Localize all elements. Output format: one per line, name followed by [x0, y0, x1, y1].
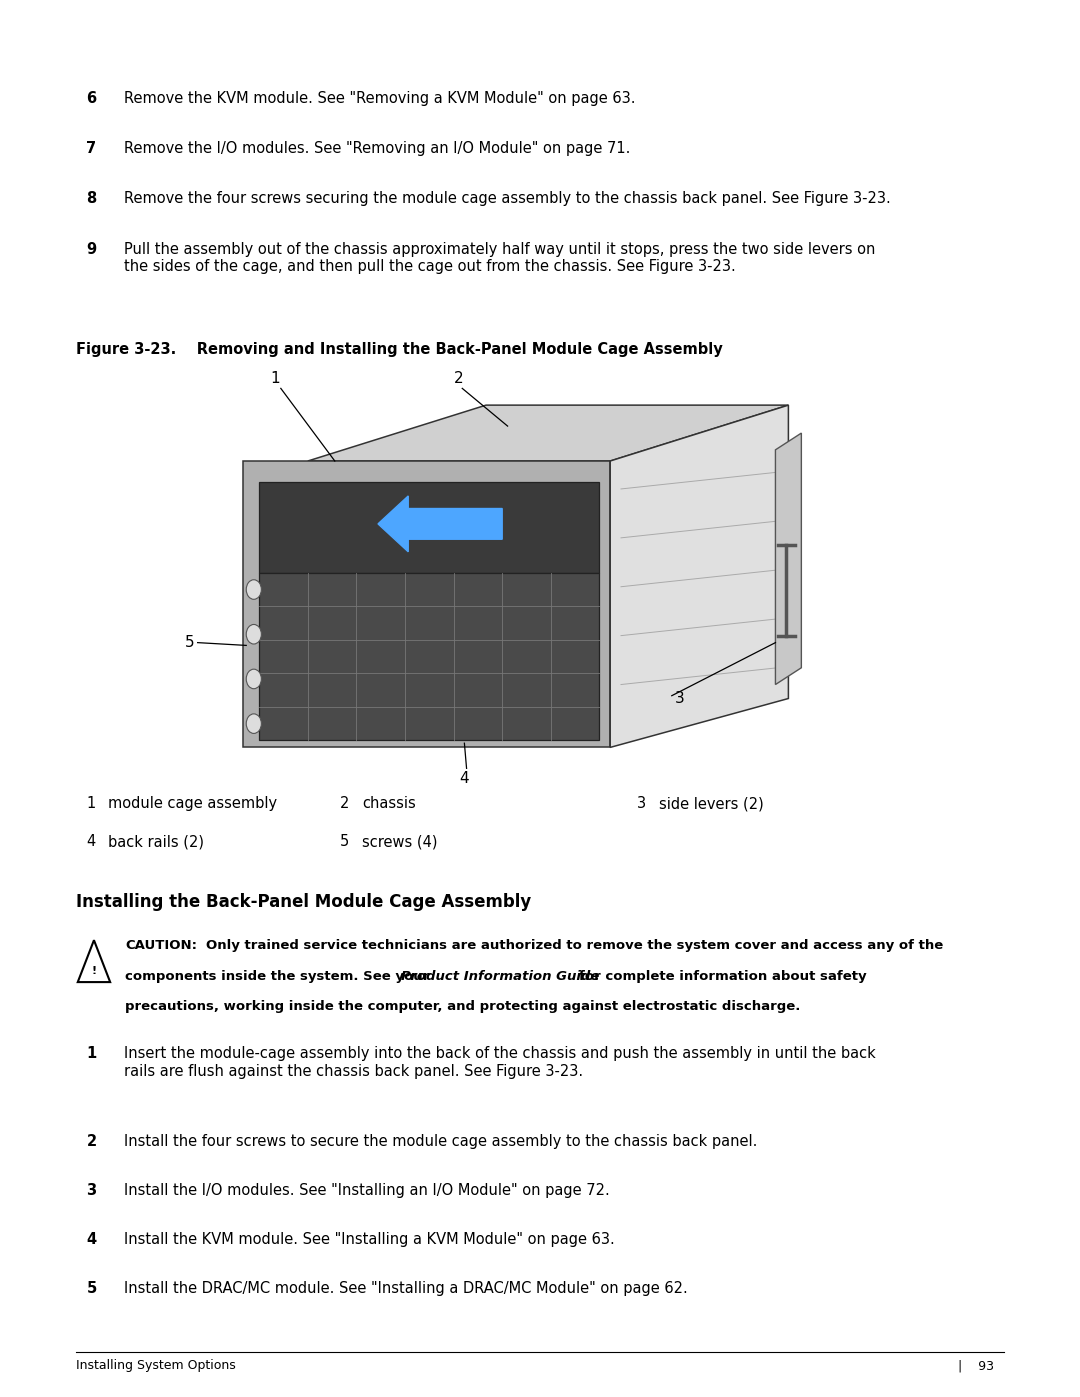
Text: 3: 3 [675, 692, 685, 705]
Text: 5: 5 [340, 834, 350, 849]
Text: 2: 2 [455, 370, 463, 386]
Text: !: ! [92, 965, 96, 977]
Text: 2: 2 [86, 1134, 96, 1150]
Text: Remove the I/O modules. See "Removing an I/O Module" on page 71.: Remove the I/O modules. See "Removing an… [124, 141, 631, 156]
Text: |    93: | 93 [958, 1359, 994, 1372]
Text: components inside the system. See your: components inside the system. See your [125, 970, 434, 982]
Text: Installing System Options: Installing System Options [76, 1359, 235, 1372]
Text: back rails (2): back rails (2) [108, 834, 204, 849]
Polygon shape [308, 405, 788, 461]
Text: side levers (2): side levers (2) [659, 796, 764, 812]
Text: Install the DRAC/MC module. See "Installing a DRAC/MC Module" on page 62.: Install the DRAC/MC module. See "Install… [124, 1281, 688, 1296]
Polygon shape [259, 482, 599, 573]
Text: 7: 7 [86, 141, 96, 156]
Text: 1: 1 [86, 796, 96, 812]
Polygon shape [610, 405, 788, 747]
Text: 1: 1 [86, 1046, 96, 1062]
Text: Only trained service technicians are authorized to remove the system cover and a: Only trained service technicians are aut… [206, 939, 944, 951]
Text: CAUTION:: CAUTION: [125, 939, 198, 951]
Text: Pull the assembly out of the chassis approximately half way until it stops, pres: Pull the assembly out of the chassis app… [124, 242, 876, 274]
Text: 4: 4 [86, 834, 96, 849]
Circle shape [246, 714, 261, 733]
Text: Insert the module-cage assembly into the back of the chassis and push the assemb: Insert the module-cage assembly into the… [124, 1046, 876, 1078]
Polygon shape [243, 461, 610, 747]
Circle shape [246, 580, 261, 599]
Text: Install the I/O modules. See "Installing an I/O Module" on page 72.: Install the I/O modules. See "Installing… [124, 1183, 610, 1199]
Text: 3: 3 [637, 796, 646, 812]
FancyArrow shape [378, 496, 502, 552]
Text: Remove the KVM module. See "Removing a KVM Module" on page 63.: Remove the KVM module. See "Removing a K… [124, 91, 636, 106]
Polygon shape [775, 433, 801, 685]
Text: Remove the four screws securing the module cage assembly to the chassis back pan: Remove the four screws securing the modu… [124, 191, 891, 207]
Text: 8: 8 [86, 191, 96, 207]
Text: Install the KVM module. See "Installing a KVM Module" on page 63.: Install the KVM module. See "Installing … [124, 1232, 615, 1248]
Text: precautions, working inside the computer, and protecting against electrostatic d: precautions, working inside the computer… [125, 1000, 800, 1013]
Circle shape [246, 624, 261, 644]
Polygon shape [259, 573, 599, 740]
Text: Figure 3-23.    Removing and Installing the Back-Panel Module Cage Assembly: Figure 3-23. Removing and Installing the… [76, 342, 723, 358]
Text: Installing the Back-Panel Module Cage Assembly: Installing the Back-Panel Module Cage As… [76, 893, 531, 911]
Text: chassis: chassis [362, 796, 416, 812]
Text: Product Information Guide: Product Information Guide [401, 970, 599, 982]
Text: 1: 1 [271, 370, 280, 386]
Text: 4: 4 [86, 1232, 96, 1248]
Circle shape [246, 669, 261, 689]
Text: for complete information about safety: for complete information about safety [579, 970, 866, 982]
Text: screws (4): screws (4) [362, 834, 437, 849]
Text: Install the four screws to secure the module cage assembly to the chassis back p: Install the four screws to secure the mo… [124, 1134, 757, 1150]
Text: 2: 2 [340, 796, 350, 812]
Text: 4: 4 [460, 771, 469, 787]
Text: 5: 5 [86, 1281, 96, 1296]
Text: 9: 9 [86, 242, 96, 257]
Text: 3: 3 [86, 1183, 96, 1199]
Text: module cage assembly: module cage assembly [108, 796, 278, 812]
Text: 6: 6 [86, 91, 96, 106]
Text: 5: 5 [185, 636, 194, 650]
